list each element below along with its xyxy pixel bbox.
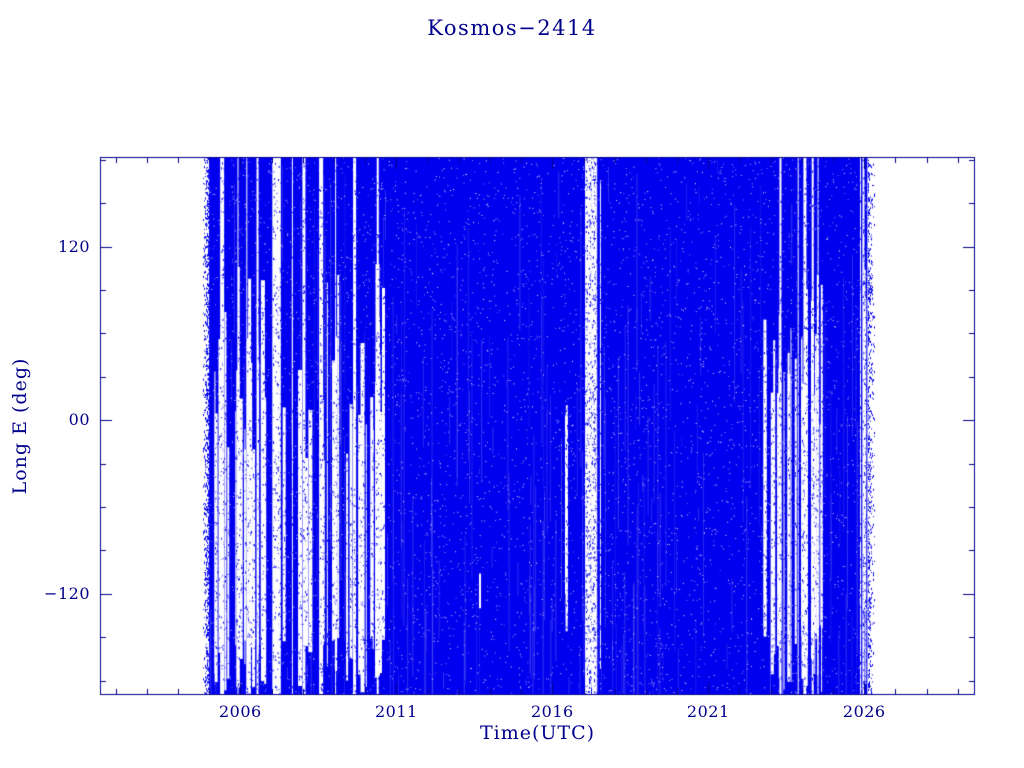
- x-tick-label: 2006: [219, 702, 262, 721]
- x-tick-label: 2026: [842, 702, 886, 721]
- chart-title: Kosmos−2414: [427, 16, 597, 40]
- x-axis-label: Time(UTC): [479, 722, 596, 744]
- y-tick-label: 120: [57, 236, 90, 256]
- x-tick-label: 2016: [530, 702, 574, 721]
- x-tick-label: 2011: [374, 702, 418, 721]
- x-tick-label: 2021: [686, 702, 730, 721]
- y-tick-label: 00: [68, 410, 90, 430]
- y-tick-label: −120: [44, 583, 90, 603]
